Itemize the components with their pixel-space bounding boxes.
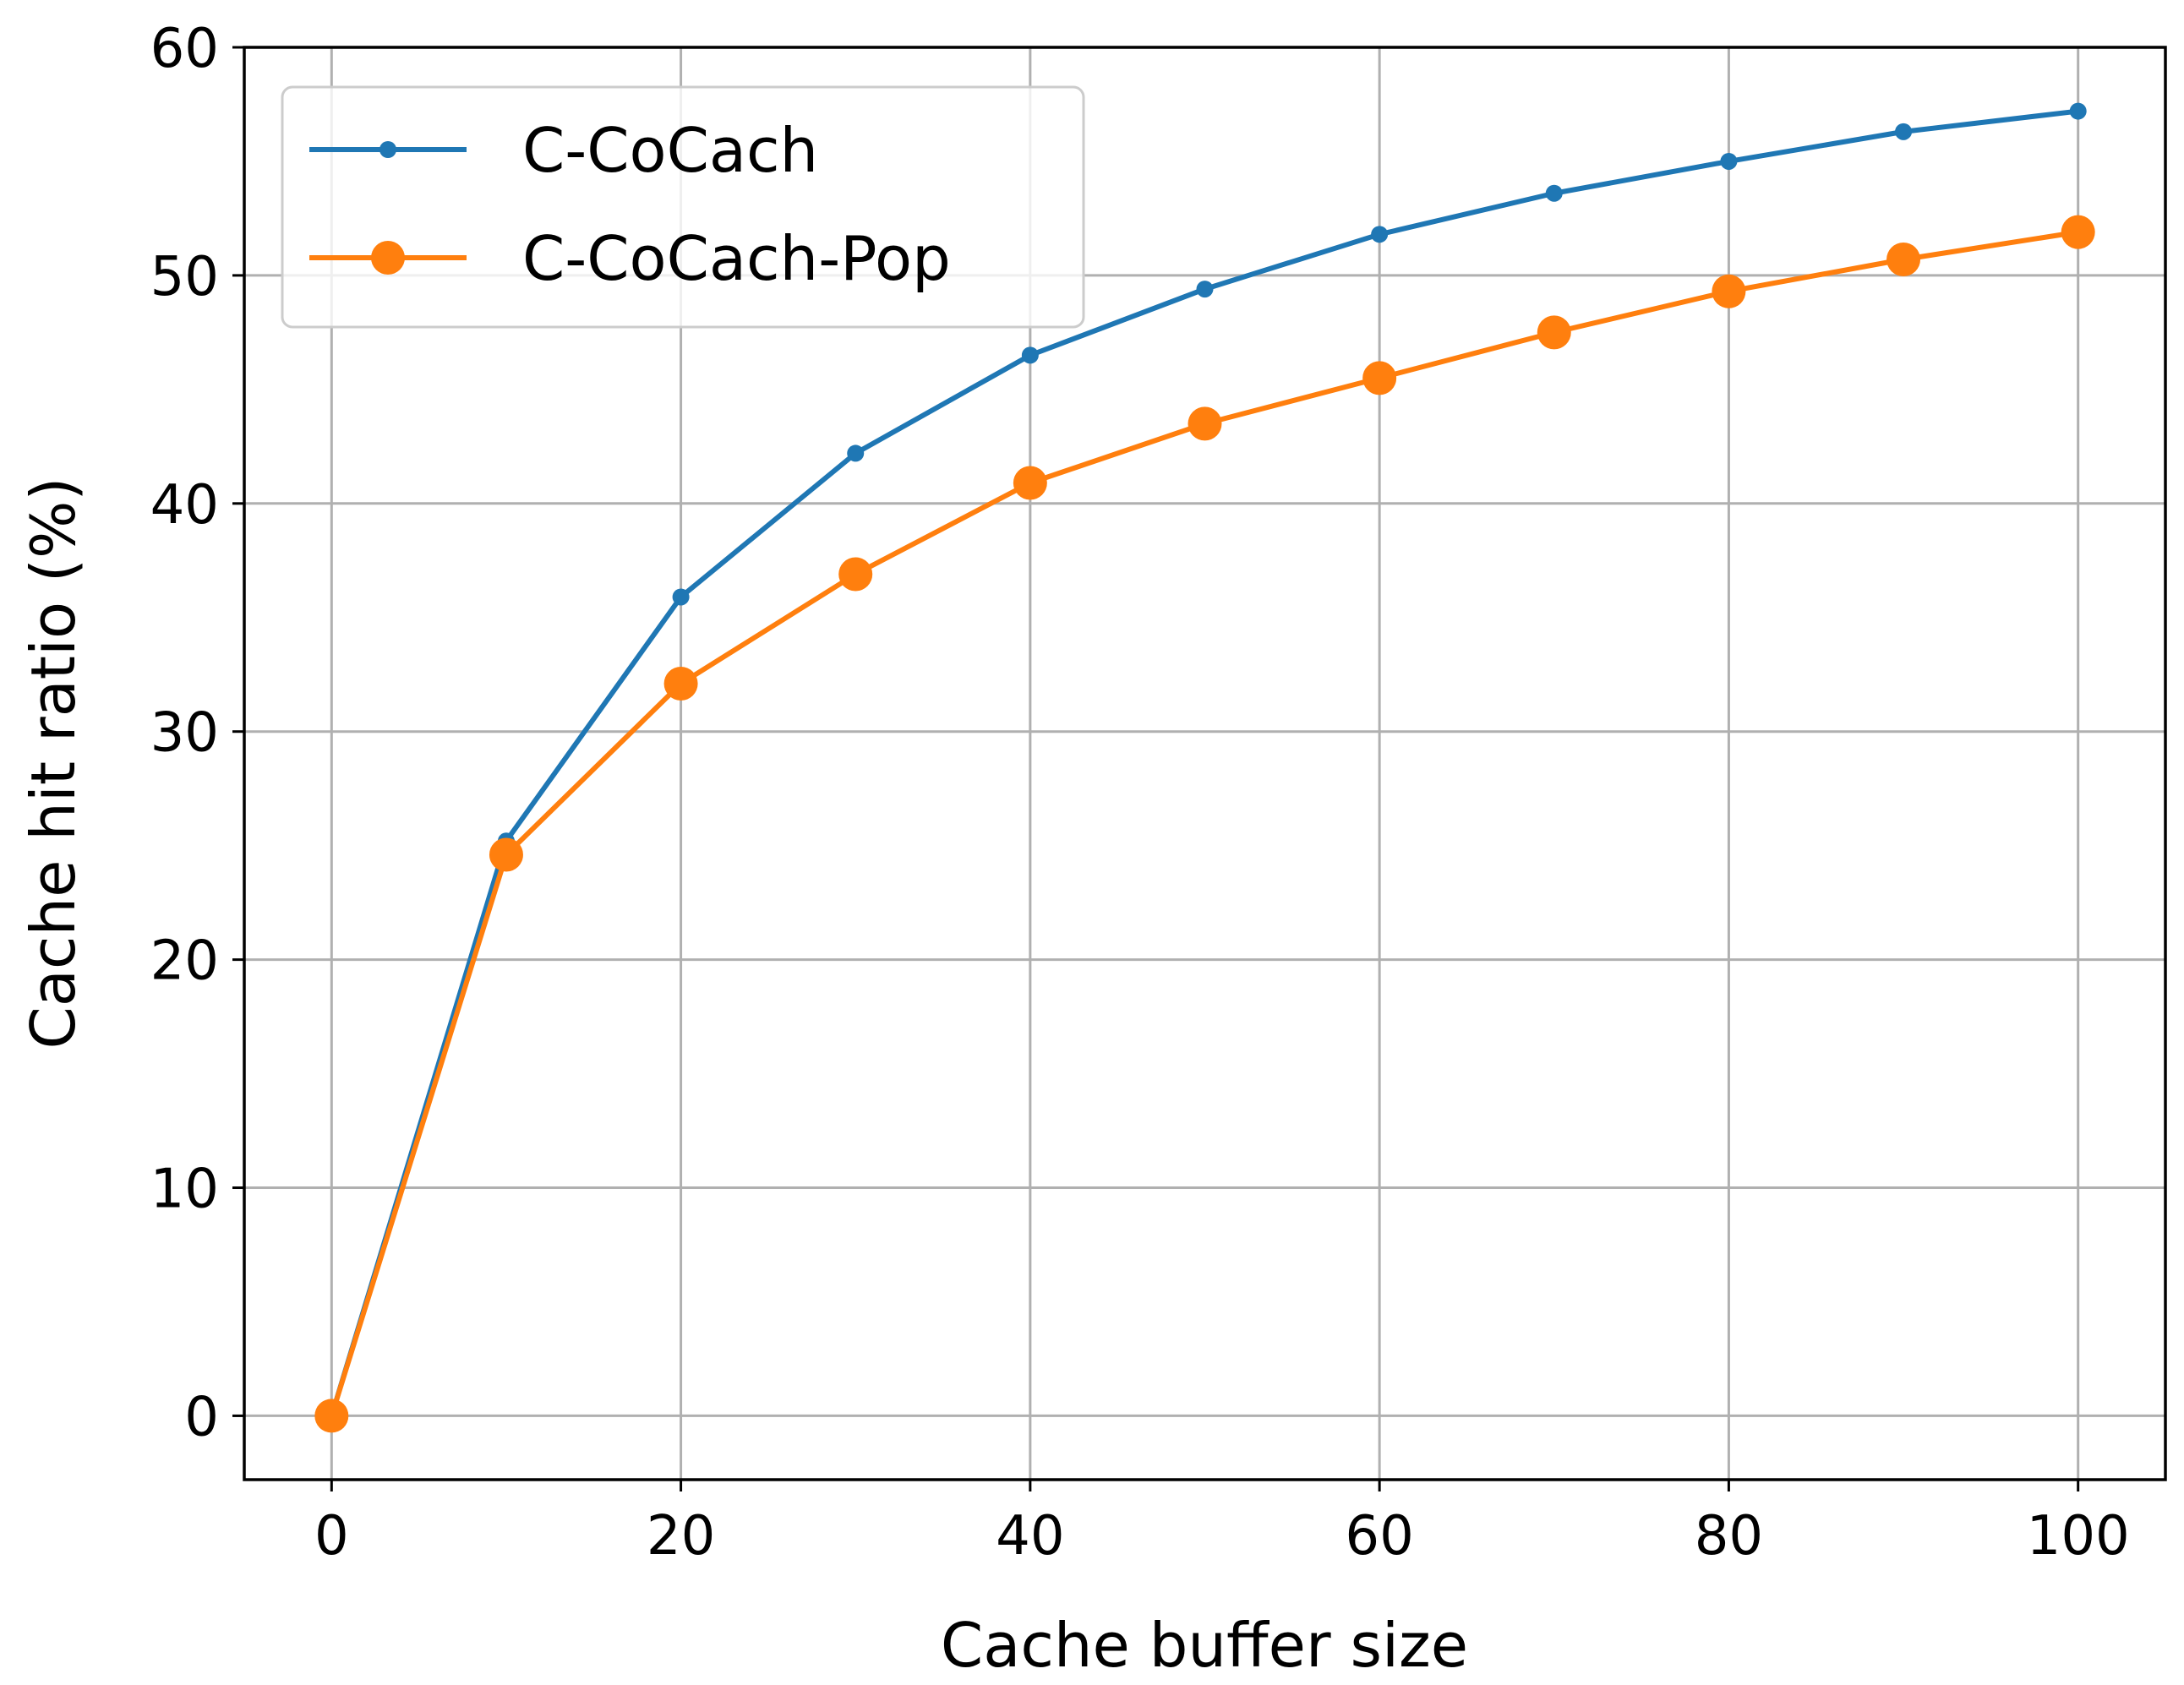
legend-marker-c-cocach: [379, 141, 396, 158]
data-point-c-cocach-pop-80: [1712, 274, 1746, 308]
data-point-c-cocach-80: [1720, 152, 1738, 170]
series-c-cocach-pop: [314, 215, 2095, 1433]
data-point-c-cocach-pop-90: [1886, 243, 1921, 277]
data-point-c-cocach-70: [1545, 184, 1563, 202]
x-axis: 0 20 40 60 80 100: [314, 1480, 2130, 1568]
legend-label-c-cocach: C-CoCach: [522, 115, 818, 186]
y-tick-label-20: 20: [150, 930, 219, 993]
data-point-c-cocach-30: [847, 444, 865, 462]
y-tick-label-50: 50: [150, 246, 219, 308]
y-axis: 0 10 20 30 40 50 60: [150, 18, 244, 1448]
data-point-c-cocach-pop-0: [314, 1399, 349, 1433]
data-point-c-cocach-pop-50: [1188, 406, 1222, 441]
x-tick-label-60: 60: [1345, 1505, 1413, 1568]
data-point-c-cocach-pop-20: [663, 667, 698, 701]
y-tick-label-40: 40: [150, 474, 219, 537]
legend-label-c-cocach-pop: C-CoCach-Pop: [522, 223, 951, 294]
data-point-c-cocach-50: [1196, 281, 1214, 298]
data-point-c-cocach-pop-70: [1537, 315, 1571, 350]
data-point-c-cocach-90: [1895, 123, 1913, 140]
y-tick-label-30: 30: [150, 702, 219, 765]
x-tick-label-40: 40: [996, 1505, 1064, 1568]
data-point-c-cocach-pop-100: [2061, 215, 2095, 249]
plot-frame: [243, 46, 2167, 1481]
data-point-c-cocach-40: [1021, 346, 1039, 364]
series-layer: [314, 102, 2095, 1433]
legend-frame: [281, 85, 1085, 329]
x-axis-label: Cache buffer size: [941, 1610, 1468, 1681]
y-axis-label: Cache hit ratio (%): [18, 477, 89, 1049]
data-point-c-cocach-pop-40: [1013, 466, 1047, 500]
x-tick-label-0: 0: [314, 1505, 349, 1568]
data-point-c-cocach-pop-10: [489, 837, 523, 872]
x-tick-label-80: 80: [1695, 1505, 1763, 1568]
legend: C-CoCach C-CoCach-Pop: [281, 85, 1085, 329]
x-tick-label-100: 100: [2027, 1505, 2130, 1568]
y-tick-label-10: 10: [150, 1159, 219, 1221]
y-tick-label-0: 0: [184, 1386, 219, 1448]
data-point-c-cocach-pop-60: [1362, 361, 1397, 395]
y-tick-label-60: 60: [150, 18, 219, 80]
data-point-c-cocach-20: [672, 588, 690, 606]
legend-marker-c-cocach-pop: [371, 241, 405, 275]
x-tick-label-20: 20: [647, 1505, 715, 1568]
data-point-c-cocach-100: [2069, 102, 2087, 120]
data-point-c-cocach-pop-30: [838, 557, 873, 592]
data-point-c-cocach-60: [1371, 226, 1389, 243]
